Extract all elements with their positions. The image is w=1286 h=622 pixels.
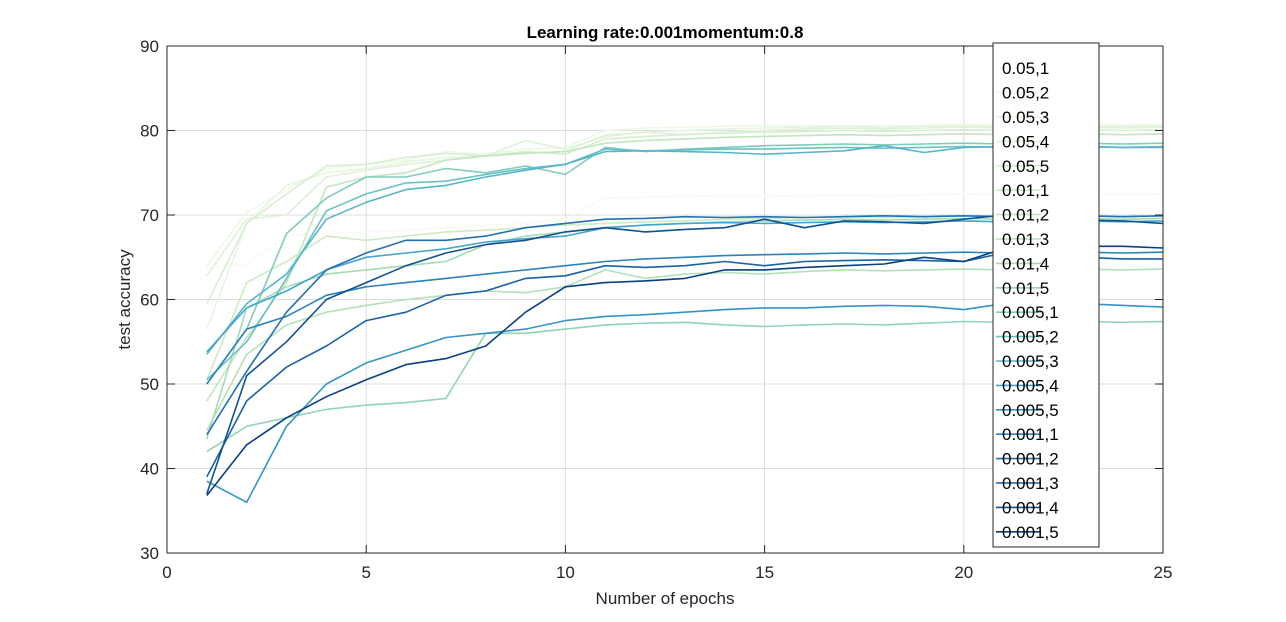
legend-label: 0.01,3 (1002, 230, 1049, 249)
y-tick-label: 50 (140, 375, 159, 394)
x-axis-label: Number of epochs (596, 589, 735, 608)
legend: 0.05,1 0.05,2 0.05,3 0.05,4 0.05,5 0.01,1 0.01… (992, 42, 1100, 548)
x-tick-label: 10 (556, 563, 575, 582)
legend-label: 0.005,2 (1002, 328, 1059, 347)
x-tick-label: 25 (1154, 563, 1173, 582)
legend-label: 0.005,5 (1002, 401, 1059, 420)
legend-label: 0.005,4 (1002, 376, 1059, 395)
x-tick-label: 0 (162, 563, 171, 582)
y-tick-label: 90 (140, 37, 159, 56)
legend-label: 0.001,1 (1002, 425, 1059, 444)
x-tick-label: 15 (755, 563, 774, 582)
legend-label: 0.05,5 (1002, 157, 1049, 176)
y-tick-label: 40 (140, 460, 159, 479)
legend-label: 0.005,3 (1002, 352, 1059, 371)
legend-label: 0.01,2 (1002, 206, 1049, 225)
x-tick-label: 20 (954, 563, 973, 582)
y-tick-label: 80 (140, 122, 159, 141)
legend-label: 0.05,4 (1002, 132, 1049, 151)
legend-label: 0.01,5 (1002, 279, 1049, 298)
legend-label: 0.05,3 (1002, 108, 1049, 127)
legend-label: 0.001,3 (1002, 474, 1059, 493)
legend-label: 0.05,2 (1002, 84, 1049, 103)
legend-label: 0.01,1 (1002, 181, 1049, 200)
ticks: 0 5 10 15 20 25 30 40 50 60 70 80 90 (140, 37, 1172, 582)
y-tick-label: 60 (140, 291, 159, 310)
legend-label: 0.01,4 (1002, 254, 1049, 273)
legend-label: 0.001,4 (1002, 498, 1059, 517)
chart-title: Learning rate:0.001momentum:0.8 (527, 23, 804, 42)
y-tick-label: 30 (140, 544, 159, 563)
y-axis-label: test accuracy (115, 249, 134, 350)
legend-label: 0.005,1 (1002, 303, 1059, 322)
y-tick-label: 70 (140, 206, 159, 225)
legend-box (992, 42, 1100, 548)
legend-label: 0.05,1 (1002, 59, 1049, 78)
legend-label: 0.001,2 (1002, 450, 1059, 469)
legend-label: 0.001,5 (1002, 523, 1059, 542)
x-tick-label: 5 (361, 563, 370, 582)
